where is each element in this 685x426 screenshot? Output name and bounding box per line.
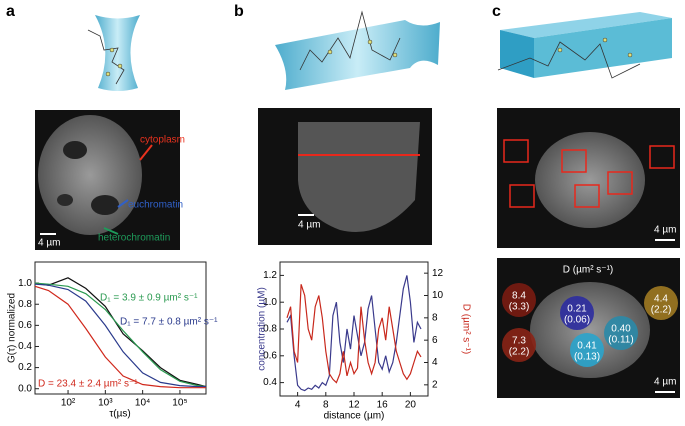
y-tick-label: 1.0	[18, 278, 32, 289]
x-tick-label: 16	[377, 400, 389, 411]
y-tick-label: 0.6	[263, 350, 277, 361]
annotation: D = 23.4 ± 2.4 µm² s⁻¹	[38, 379, 138, 390]
panel-label: a	[6, 3, 15, 20]
y-tick-label: 0.0	[18, 383, 32, 394]
image-c-map: D (µm² s⁻¹) 4 µm 8.4(3.3)7.3(2.2)0.21(0.…	[497, 258, 680, 398]
region-value: 7.3	[512, 336, 526, 347]
annotation: D₁ = 3.9 ± 0.9 µm² s⁻¹	[100, 293, 198, 304]
region	[560, 296, 594, 330]
region-sd: (3.3)	[509, 302, 530, 313]
region-sd: (0.13)	[574, 352, 600, 363]
region-value: 0.40	[611, 324, 631, 335]
region	[502, 328, 536, 362]
x-tick-label: 10⁴	[135, 398, 150, 409]
region-value: 4.4	[654, 294, 668, 305]
x-tick-label: 4	[295, 400, 301, 411]
panel-label: b	[234, 3, 244, 20]
panel-label: c	[492, 3, 501, 20]
image-label: euchromatin	[128, 200, 183, 211]
image-label: heterochromatin	[98, 233, 170, 244]
series-line	[286, 275, 422, 392]
scale-bar-label: 4 µm	[298, 220, 320, 231]
region-value: 0.21	[567, 304, 587, 315]
y-tick-label: 0.6	[18, 320, 32, 331]
image-b: 4 µm	[258, 108, 432, 245]
y2-tick-label: 4	[432, 357, 438, 368]
series-line	[34, 277, 207, 388]
y2-tick-label: 2	[432, 379, 438, 390]
x-tick-label: 12	[348, 400, 360, 411]
region-value: 0.41	[577, 341, 597, 352]
image-label: cytoplasm	[140, 135, 185, 146]
plot-frame	[34, 261, 207, 395]
scale-bar-label: 4 µm	[654, 377, 676, 388]
y2-tick-label: 10	[432, 290, 444, 301]
y2-tick-label: 8	[432, 312, 438, 323]
region	[570, 333, 604, 367]
annotation: D₁ = 7.7 ± 0.8 µm² s⁻¹	[120, 317, 218, 328]
y2-tick-label: 12	[432, 268, 444, 279]
cartoon-a	[87, 15, 140, 91]
y-tick-label: 0.4	[263, 377, 277, 388]
y-tick-label: 0.4	[18, 341, 32, 352]
y2-axis-label: D (µm² s⁻¹)	[460, 304, 471, 354]
region	[644, 286, 678, 320]
y-tick-label: 0.2	[18, 362, 32, 373]
y-axis-label: G(τ) normalized	[7, 293, 18, 363]
y-tick-label: 0.8	[18, 299, 32, 310]
y2-tick-label: 6	[432, 335, 438, 346]
series-line	[34, 282, 207, 388]
y-axis-label: concentration (µM)	[257, 287, 268, 371]
region-sd: (0.06)	[564, 315, 590, 326]
cartoon-b	[275, 10, 440, 90]
image-a: 4 µm	[35, 110, 180, 250]
image-c: 4 µm	[497, 108, 680, 248]
scale-bar-label: 4 µm	[654, 225, 676, 236]
y-tick-label: 1.0	[263, 297, 277, 308]
y-tick-label: 1.2	[263, 270, 277, 281]
x-tick-label: 20	[405, 400, 417, 411]
region	[502, 283, 536, 317]
x-tick-label: 10⁵	[172, 398, 187, 409]
y-tick-label: 0.8	[263, 324, 277, 335]
series-line	[34, 285, 206, 389]
x-axis-label: τ(µs)	[109, 409, 130, 420]
map-title: D (µm² s⁻¹)	[563, 265, 613, 276]
series-line	[286, 284, 422, 384]
region-sd: (2.2)	[509, 347, 530, 358]
x-tick-label: 8	[323, 400, 329, 411]
scale-bar-label: 4 µm	[38, 238, 60, 249]
x-axis-label: distance (µm)	[324, 411, 385, 422]
series-line	[34, 283, 206, 388]
cartoon-c	[497, 12, 672, 79]
region-value: 8.4	[512, 291, 526, 302]
x-tick-label: 10²	[61, 398, 76, 409]
region-sd: (2.2)	[651, 305, 672, 316]
x-tick-label: 10³	[98, 398, 113, 409]
region	[604, 316, 638, 350]
plot-frame	[279, 261, 429, 397]
region-sd: (0.11)	[608, 335, 633, 346]
